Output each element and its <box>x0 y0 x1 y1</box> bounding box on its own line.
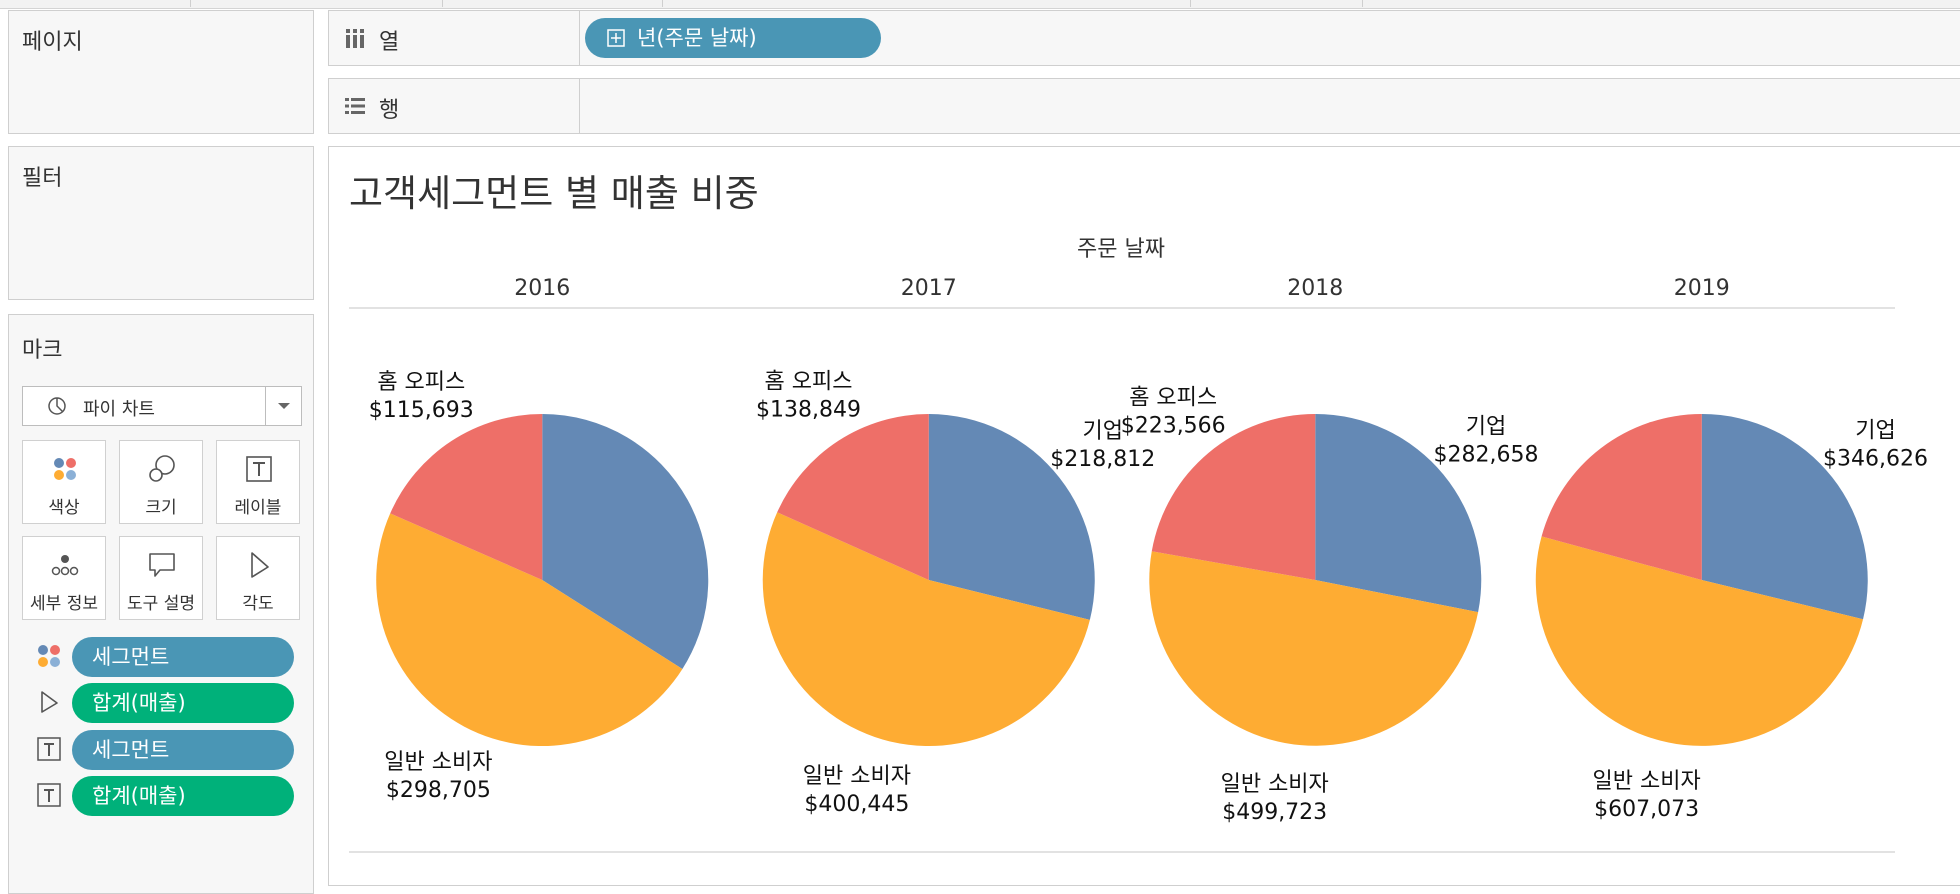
year-header-2018: 2018 <box>1287 276 1343 301</box>
viz-title: 고객세그먼트 별 매출 비중 <box>349 172 759 215</box>
slice-label-2016-home-office: 홈 오피스 $115,693 <box>369 370 474 423</box>
size-icon <box>149 455 175 482</box>
mark-type-dropdown[interactable]: 파이 차트 <box>22 386 302 426</box>
pie-slice-2018-consumer[interactable] <box>1149 551 1479 746</box>
filters-title: 필터 <box>22 166 63 191</box>
detail-button[interactable]: 세부 정보 <box>22 536 106 620</box>
pie-slice-2019-corporate[interactable] <box>1701 413 1868 620</box>
slice-label-2017-corporate: 기업 $218,812 <box>1050 419 1155 472</box>
pie-slice-2018-corporate[interactable] <box>1315 414 1482 613</box>
year-header-2016: 2016 <box>514 276 570 301</box>
column-header-title: 주문 날짜 <box>1077 237 1165 262</box>
slice-label-2017-consumer: 일반 소비자 $400,445 <box>803 764 911 817</box>
angle-icon <box>251 552 269 578</box>
slice-label-2018-consumer: 일반 소비자 $499,723 <box>1221 772 1329 825</box>
angle-button-label: 각도 <box>242 594 274 614</box>
year-header-2019: 2019 <box>1674 276 1730 301</box>
columns-shelf[interactable]: 열 년(주문 날짜) <box>328 10 1960 66</box>
color-dots-icon <box>38 645 60 667</box>
color-button-label: 색상 <box>48 498 80 518</box>
pie-slice-2017-home-office[interactable] <box>777 414 929 580</box>
angle-icon <box>41 691 58 713</box>
slice-label-2019-corporate: 기업 $346,626 <box>1823 418 1928 471</box>
filters-card[interactable]: 필터 <box>8 146 314 300</box>
pie-slice-2017-corporate[interactable] <box>928 414 1095 620</box>
pie-slice-2016-home-office[interactable] <box>390 414 543 580</box>
size-button-label: 크기 <box>145 498 177 518</box>
pie-slice-2019-home-office[interactable] <box>1541 414 1702 580</box>
columns-icon <box>346 29 364 48</box>
slice-label-2016-consumer: 일반 소비자 $298,705 <box>384 750 492 803</box>
marks-pill-segment-color[interactable]: 세그먼트 <box>72 637 294 677</box>
rows-shelf-label: 행 <box>379 98 400 123</box>
color-button[interactable]: 색상 <box>22 440 106 524</box>
slice-label-2018-corporate: 기업 $282,658 <box>1434 415 1539 468</box>
pie-slice-2016-corporate[interactable] <box>542 414 709 669</box>
marks-pill-segment-label[interactable]: 세그먼트 <box>72 730 294 770</box>
viz-area: 고객세그먼트 별 매출 비중 주문 날짜 2016 일반 소비자 $298,705 홈… <box>328 146 1960 886</box>
angle-button[interactable]: 각도 <box>216 536 300 620</box>
columns-shelf-label-area: 열 <box>329 11 580 65</box>
pie-chart-icon <box>48 397 66 415</box>
color-dots-icon <box>54 458 76 480</box>
pie-chart-panel[interactable]: 2016 일반 소비자 $298,705 홈 오피스 $115,693 2017 기업 $21… <box>329 147 1959 885</box>
slice-label-2018-home-office: 홈 오피스 $223,566 <box>1121 386 1226 439</box>
label-icon <box>37 783 61 807</box>
expand-plus-icon[interactable] <box>607 29 625 47</box>
mark-type-label: 파이 차트 <box>83 399 155 420</box>
slice-label-2019-consumer: 일반 소비자 $607,073 <box>1592 769 1700 822</box>
slice-label-2017-home-office: 홈 오피스 $138,849 <box>756 370 861 423</box>
tooltip-button-label: 도구 설명 <box>127 594 195 614</box>
label-button-label: 레이블 <box>234 498 282 518</box>
columns-shelf-label: 열 <box>379 30 400 55</box>
pie-slice-2016-consumer[interactable] <box>376 513 683 747</box>
detail-button-label: 세부 정보 <box>30 594 98 614</box>
columns-pill-label: 년(주문 날짜) <box>637 26 757 50</box>
year-header-2017: 2017 <box>901 276 957 301</box>
columns-pill-year-order-date[interactable]: 년(주문 날짜) <box>585 18 881 58</box>
marks-title: 마크 <box>22 338 63 363</box>
pie-slice-2019-consumer[interactable] <box>1535 536 1864 746</box>
rows-shelf[interactable]: 행 <box>328 78 1960 134</box>
detail-dots-icon <box>51 555 79 576</box>
label-icon <box>37 737 61 761</box>
tooltip-icon <box>149 553 175 577</box>
top-toolbar-strip <box>0 0 1960 9</box>
rows-shelf-label-area: 행 <box>329 79 580 133</box>
marks-pill-sales-label[interactable]: 합계(매출) <box>72 776 294 816</box>
marks-pill-sales-angle[interactable]: 합계(매출) <box>72 683 294 723</box>
chevron-down-icon[interactable] <box>276 398 292 414</box>
pages-card: 페이지 <box>8 10 314 134</box>
pie-slice-2018-home-office[interactable] <box>1151 414 1316 580</box>
pie-slice-2017-consumer[interactable] <box>762 512 1090 747</box>
pages-title: 페이지 <box>22 30 83 55</box>
size-button[interactable]: 크기 <box>119 440 203 524</box>
label-icon <box>246 456 272 482</box>
tooltip-button[interactable]: 도구 설명 <box>119 536 203 620</box>
rows-icon <box>345 98 365 114</box>
label-button[interactable]: 레이블 <box>216 440 300 524</box>
